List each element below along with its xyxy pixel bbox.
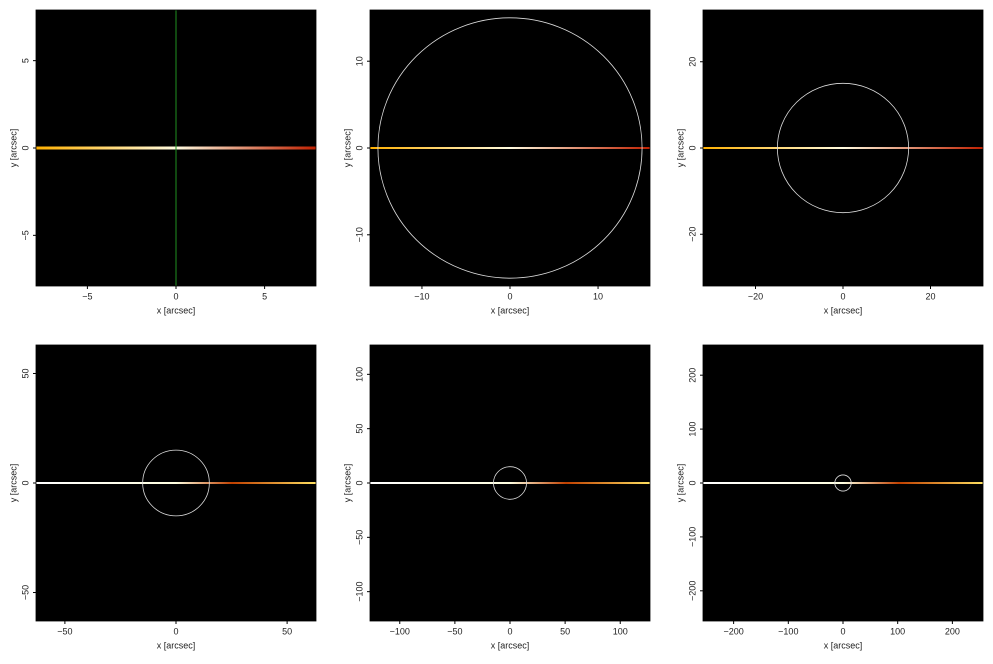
x-tick-label: 0 — [840, 626, 845, 636]
y-tick-label: 0 — [687, 480, 697, 485]
y-axis-label: y [arcsec] — [675, 129, 685, 168]
y-tick-label: 5 — [20, 58, 30, 63]
y-tick-label: −50 — [354, 530, 364, 545]
aperture-circle — [493, 466, 527, 500]
y-tick-label: 0 — [687, 145, 697, 150]
y-tick-label: 20 — [687, 57, 697, 67]
y-axis-label: y [arcsec] — [675, 464, 685, 503]
x-tick-label: 100 — [613, 626, 628, 636]
y-axis-label: y [arcsec] — [342, 129, 352, 168]
plot-content — [703, 82, 983, 214]
x-tick-label: 100 — [890, 626, 905, 636]
y-tick-label: −5 — [20, 230, 30, 240]
emission-streak — [370, 482, 650, 484]
y-tick-label: −200 — [687, 581, 697, 601]
emission-streak — [703, 482, 983, 484]
y-tick-label: 0 — [354, 480, 364, 485]
x-axis-label: x [arcsec] — [157, 305, 196, 315]
x-tick-label: 200 — [945, 626, 960, 636]
plot-content — [36, 10, 316, 286]
y-tick-label: −100 — [354, 582, 364, 602]
y-tick-label: 50 — [20, 368, 30, 378]
y-tick-label: −100 — [687, 527, 697, 547]
x-tick-label: −20 — [748, 291, 763, 301]
x-tick-label: −100 — [390, 626, 410, 636]
y-tick-label: −10 — [354, 227, 364, 242]
plot-content — [703, 474, 983, 492]
plot-content — [370, 466, 650, 500]
x-tick-label: −200 — [723, 626, 743, 636]
x-tick-label: 0 — [507, 291, 512, 301]
y-tick-label: 0 — [20, 145, 30, 150]
x-tick-label: 0 — [173, 291, 178, 301]
aperture-circle — [776, 82, 910, 214]
x-tick-label: 50 — [282, 626, 292, 636]
x-tick-label: −10 — [414, 291, 429, 301]
y-tick-label: 100 — [354, 367, 364, 382]
x-tick-label: 0 — [173, 626, 178, 636]
x-axis-label: x [arcsec] — [491, 305, 530, 315]
y-tick-label: 0 — [354, 145, 364, 150]
y-tick-label: 0 — [20, 480, 30, 485]
x-tick-label: −5 — [82, 291, 92, 301]
plot-content — [36, 449, 316, 517]
x-tick-label: −50 — [57, 626, 72, 636]
x-tick-label: 0 — [507, 626, 512, 636]
aperture-circle — [142, 449, 210, 517]
y-tick-label: −50 — [20, 585, 30, 600]
emission-streak — [703, 147, 983, 149]
x-tick-label: 0 — [840, 291, 845, 301]
y-tick-label: 10 — [354, 56, 364, 66]
x-tick-label: 50 — [560, 626, 570, 636]
emission-streak — [36, 482, 316, 484]
x-axis-label: x [arcsec] — [491, 640, 530, 650]
y-tick-label: 50 — [354, 424, 364, 434]
x-axis-label: x [arcsec] — [824, 640, 863, 650]
aperture-circle — [377, 17, 643, 279]
y-tick-label: 200 — [687, 368, 697, 383]
x-axis-label: x [arcsec] — [824, 305, 863, 315]
x-tick-label: −100 — [778, 626, 798, 636]
y-tick-label: 100 — [687, 422, 697, 437]
y-tick-label: −20 — [687, 227, 697, 242]
emission-streak — [370, 147, 650, 149]
x-tick-label: −50 — [447, 626, 462, 636]
aperture-circle — [834, 474, 852, 492]
y-axis-label: y [arcsec] — [342, 464, 352, 503]
plot-content — [370, 17, 650, 279]
x-tick-label: 10 — [593, 291, 603, 301]
x-axis-label: x [arcsec] — [157, 640, 196, 650]
x-tick-label: 5 — [262, 291, 267, 301]
x-tick-label: 20 — [925, 291, 935, 301]
y-axis-label: y [arcsec] — [8, 464, 18, 503]
y-axis-label: y [arcsec] — [8, 129, 18, 168]
